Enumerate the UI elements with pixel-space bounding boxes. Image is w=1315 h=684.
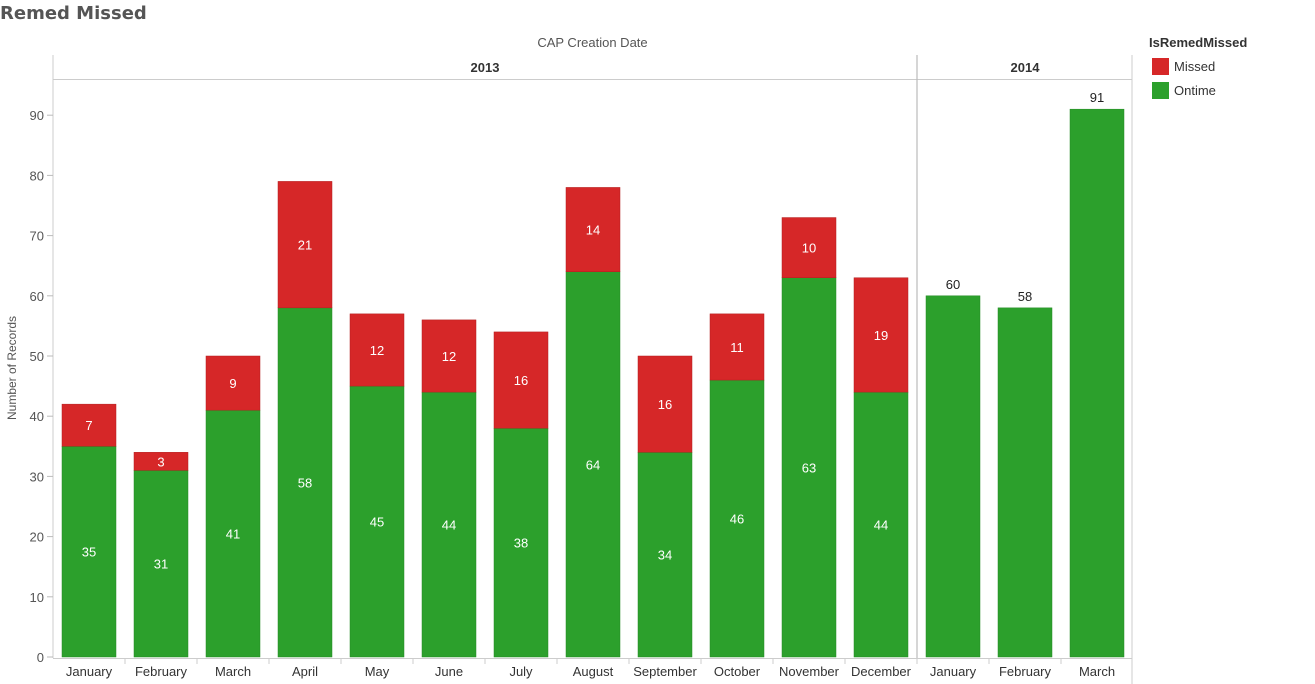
data-label-ontime: 44: [442, 518, 456, 533]
x-tick-label: November: [779, 664, 840, 679]
x-tick-label: July: [509, 664, 533, 679]
bar-ontime: [61, 446, 117, 658]
x-tick-label: January: [930, 664, 977, 679]
data-label-ontime: 46: [730, 512, 744, 527]
page-title: Remed Missed: [0, 3, 147, 24]
bar-ontime: [1069, 108, 1125, 658]
bar-missed: [421, 319, 477, 393]
bar-missed: [277, 181, 333, 309]
x-tick-label: August: [573, 664, 614, 679]
y-tick-label: 0: [37, 650, 44, 665]
bar-ontime: [493, 427, 549, 658]
data-label-missed: 9: [229, 376, 236, 391]
bar-ontime: [565, 271, 621, 658]
data-label-ontime: 31: [154, 557, 168, 572]
x-tick-label: May: [365, 664, 390, 679]
data-label-missed: 21: [298, 238, 312, 253]
x-tick-label: April: [292, 664, 318, 679]
legend-title: IsRemedMissed: [1149, 35, 1248, 50]
bar-ontime: [781, 277, 837, 658]
data-label-missed: 14: [586, 223, 600, 238]
bar-missed: [61, 403, 117, 447]
column-header-label: CAP Creation Date: [537, 35, 647, 50]
bar-ontime: [925, 295, 981, 658]
bar-ontime: [637, 452, 693, 658]
bar-ontime: [277, 307, 333, 658]
bar-ontime: [349, 385, 405, 658]
year-label-2014: 2014: [1011, 60, 1041, 75]
data-label-ontime: 63: [802, 460, 816, 475]
legend-label-ontime: Ontime: [1174, 82, 1216, 98]
x-tick-label: February: [999, 664, 1052, 679]
bar-missed: [565, 187, 621, 272]
y-tick-label: 60: [30, 289, 44, 304]
data-label-total: 58: [1018, 289, 1032, 304]
bar-missed: [781, 217, 837, 278]
x-tick-label: December: [851, 664, 912, 679]
y-axis-label: Number of Records: [5, 316, 19, 420]
y-tick-label: 40: [30, 409, 44, 424]
year-label-2013: 2013: [471, 60, 500, 75]
y-tick-label: 10: [30, 590, 44, 605]
y-tick-label: 50: [30, 349, 44, 364]
x-tick-label: September: [633, 664, 697, 679]
data-label-ontime: 58: [298, 475, 312, 490]
data-label-missed: 10: [802, 241, 816, 256]
bar-ontime: [205, 409, 261, 658]
x-tick-label: June: [435, 664, 463, 679]
x-tick-label: February: [135, 664, 188, 679]
data-label-missed: 19: [874, 328, 888, 343]
data-label-ontime: 45: [370, 515, 384, 530]
y-tick-label: 80: [30, 168, 44, 183]
bar-ontime: [133, 470, 189, 658]
data-label-missed: 12: [442, 349, 456, 364]
data-label-missed: 11: [730, 340, 744, 355]
data-label-ontime: 38: [514, 536, 528, 551]
data-label-missed: 16: [658, 397, 672, 412]
legend: IsRemedMissed Missed Ontime: [1149, 35, 1309, 102]
data-label-missed: 7: [85, 418, 92, 433]
x-tick-label: October: [714, 664, 761, 679]
x-tick-label: March: [215, 664, 251, 679]
bar-missed: [493, 331, 549, 429]
data-label-missed: 12: [370, 343, 384, 358]
bar-missed: [205, 355, 261, 411]
data-label-ontime: 41: [226, 527, 240, 542]
bar-missed: [349, 313, 405, 387]
data-label-ontime: 35: [82, 545, 96, 560]
y-tick-label: 90: [30, 108, 44, 123]
legend-swatch-missed: [1152, 57, 1169, 75]
bar-missed: [853, 277, 909, 393]
legend-label-missed: Missed: [1174, 58, 1216, 74]
data-label-ontime: 34: [658, 548, 672, 563]
bar-missed: [133, 452, 189, 471]
bar-missed: [637, 355, 693, 453]
x-tick-label: January: [66, 664, 113, 679]
bar-ontime: [853, 391, 909, 658]
data-label-total: 60: [946, 277, 960, 292]
legend-item-ontime[interactable]: Ontime: [1149, 78, 1309, 102]
y-tick-label: 70: [30, 229, 44, 244]
data-label-ontime: 64: [586, 457, 600, 472]
x-tick-label: March: [1079, 664, 1115, 679]
data-label-missed: 16: [514, 373, 528, 388]
data-label-ontime: 44: [874, 518, 888, 533]
y-tick-label: 30: [30, 469, 44, 484]
legend-swatch-ontime: [1152, 81, 1169, 99]
legend-item-missed[interactable]: Missed: [1149, 54, 1309, 78]
bar-missed: [709, 313, 765, 381]
data-label-total: 91: [1090, 90, 1104, 105]
y-tick-label: 20: [30, 530, 44, 545]
bar-ontime: [997, 307, 1053, 658]
bar-ontime: [709, 379, 765, 658]
bar-ontime: [421, 391, 477, 658]
data-label-missed: 3: [157, 454, 164, 469]
